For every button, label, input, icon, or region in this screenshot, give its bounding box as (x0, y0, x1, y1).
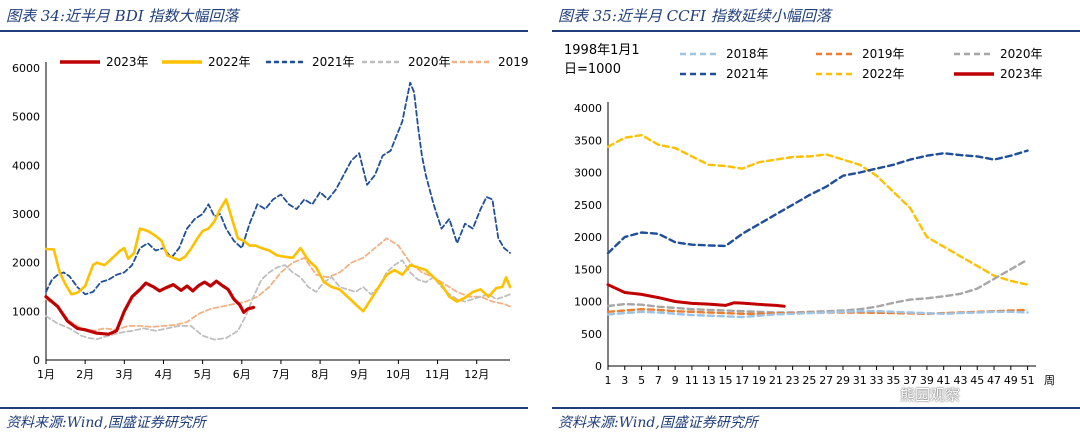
legend-label: 2023年 (1000, 67, 1043, 81)
series-line-2022年 (44, 198, 512, 313)
chart-note-line: 日=1000 (564, 62, 621, 77)
x-tick-label: 3 (621, 374, 628, 387)
bdi-title-rule (0, 30, 528, 32)
x-tick-label: 47 (987, 374, 1001, 387)
x-tick-label: 7 (655, 374, 662, 387)
ccfi-title-rule (552, 30, 1080, 32)
legend-label: 2021年 (312, 55, 355, 69)
legend-label: 2020年 (408, 55, 451, 69)
x-tick-label: 19 (752, 374, 766, 387)
ccfi-chart-title: 图表 35:近半月 CCFI 指数延续小幅回落 (558, 7, 831, 25)
series-line-2018年 (606, 310, 1029, 319)
bdi-line-chart: 0 1000 2000 3000 4000 5000 6000 1月 2月 3月 4月 5月 6月 7月 8… (12, 55, 528, 381)
legend-label: 2019年 (862, 47, 905, 61)
x-tick-label: 7月 (272, 368, 290, 381)
x-tick-label: 49 (1004, 374, 1018, 387)
x-tick-label: 23 (786, 374, 800, 387)
y-tick-label: 1500 (574, 263, 602, 276)
x-tick-label: 9月 (350, 368, 368, 381)
x-tick-label: 4月 (154, 368, 172, 381)
ccfi-source-note: 资料来源:Wind,国盛证券研究所 (558, 415, 758, 431)
y-tick-label: 6000 (12, 62, 40, 75)
x-tick-label: 45 (970, 374, 984, 387)
x-tick-label: 25 (802, 374, 816, 387)
y-tick-label: 3500 (574, 134, 602, 147)
x-tick-label: 15 (718, 374, 732, 387)
ccfi-source-rule (552, 407, 1080, 409)
x-tick-label: 43 (953, 374, 967, 387)
series-line-2021年 (606, 149, 1029, 255)
y-tick-label: 4000 (574, 102, 602, 115)
x-tick-label: 13 (702, 374, 716, 387)
series-line-2022年 (606, 133, 1029, 286)
legend-label: 2022年 (862, 67, 905, 81)
x-tick-label: 3月 (115, 368, 133, 381)
x-tick-label: 1 (605, 374, 612, 387)
x-unit-label: 周 (1044, 374, 1055, 387)
y-tick-label: 5000 (12, 111, 40, 124)
x-tick-label: 37 (903, 374, 917, 387)
y-tick-label: 0 (33, 354, 40, 367)
y-tick-label: 2000 (12, 257, 40, 270)
x-tick-label: 33 (870, 374, 884, 387)
ccfi-chart-panel: 图表 35:近半月 CCFI 指数延续小幅回落 0 500 1000 1500 2000… (552, 0, 1080, 438)
x-tick-label: 10月 (386, 368, 411, 381)
x-tick-label: 2月 (76, 368, 94, 381)
bdi-chart-panel: 图表 34:近半月 BDI 指数大幅回落 0 1000 2000 3000 4000 50… (0, 0, 528, 438)
watermark-text: 熊园观察 (900, 386, 961, 404)
x-tick-label: 5月 (194, 368, 212, 381)
y-tick-label: 0 (595, 360, 602, 373)
x-tick-label: 12月 (464, 368, 489, 381)
y-tick-label: 1000 (574, 296, 602, 309)
y-tick-label: 500 (581, 328, 602, 341)
x-tick-label: 29 (836, 374, 850, 387)
legend-label: 2021年 (726, 67, 769, 81)
x-tick-label: 5 (638, 374, 645, 387)
y-tick-label: 3000 (574, 167, 602, 180)
series-line-2019年 (45, 237, 511, 332)
x-tick-label: 11月 (425, 368, 450, 381)
y-tick-label: 2500 (574, 199, 602, 212)
y-tick-label: 3000 (12, 208, 40, 221)
bdi-source-note: 资料来源:Wind,国盛证券研究所 (6, 415, 206, 431)
series-line-2020年 (45, 259, 511, 341)
x-tick-label: 8月 (311, 368, 329, 381)
series-line-2020年 (606, 258, 1029, 314)
x-tick-label: 51 (1021, 374, 1035, 387)
y-tick-label: 4000 (12, 159, 40, 172)
bdi-source-rule (0, 407, 528, 409)
y-tick-label: 2000 (574, 231, 602, 244)
x-tick-label: 35 (886, 374, 900, 387)
y-tick-label: 1000 (12, 305, 40, 318)
legend-label: 2023年 (106, 55, 149, 69)
x-tick-label: 39 (920, 374, 934, 387)
legend-label: 2019年 (498, 55, 528, 69)
series-line-2023年 (606, 283, 786, 308)
legend-label: 2018年 (726, 47, 769, 61)
x-tick-label: 31 (853, 374, 867, 387)
x-tick-label: 27 (819, 374, 833, 387)
x-tick-label: 11 (685, 374, 699, 387)
legend-label: 2022年 (208, 55, 251, 69)
chart-note-line: 1998年1月1 (564, 43, 640, 58)
x-tick-label: 6月 (233, 368, 251, 381)
x-tick-label: 17 (735, 374, 749, 387)
x-tick-label: 9 (672, 374, 679, 387)
legend-label: 2020年 (1000, 47, 1043, 61)
series-line-2023年 (44, 279, 256, 336)
x-tick-label: 1月 (37, 368, 55, 381)
x-tick-label: 41 (937, 374, 951, 387)
bdi-chart-title: 图表 34:近半月 BDI 指数大幅回落 (6, 7, 239, 25)
x-tick-label: 21 (769, 374, 783, 387)
series-line-2021年 (45, 81, 511, 296)
